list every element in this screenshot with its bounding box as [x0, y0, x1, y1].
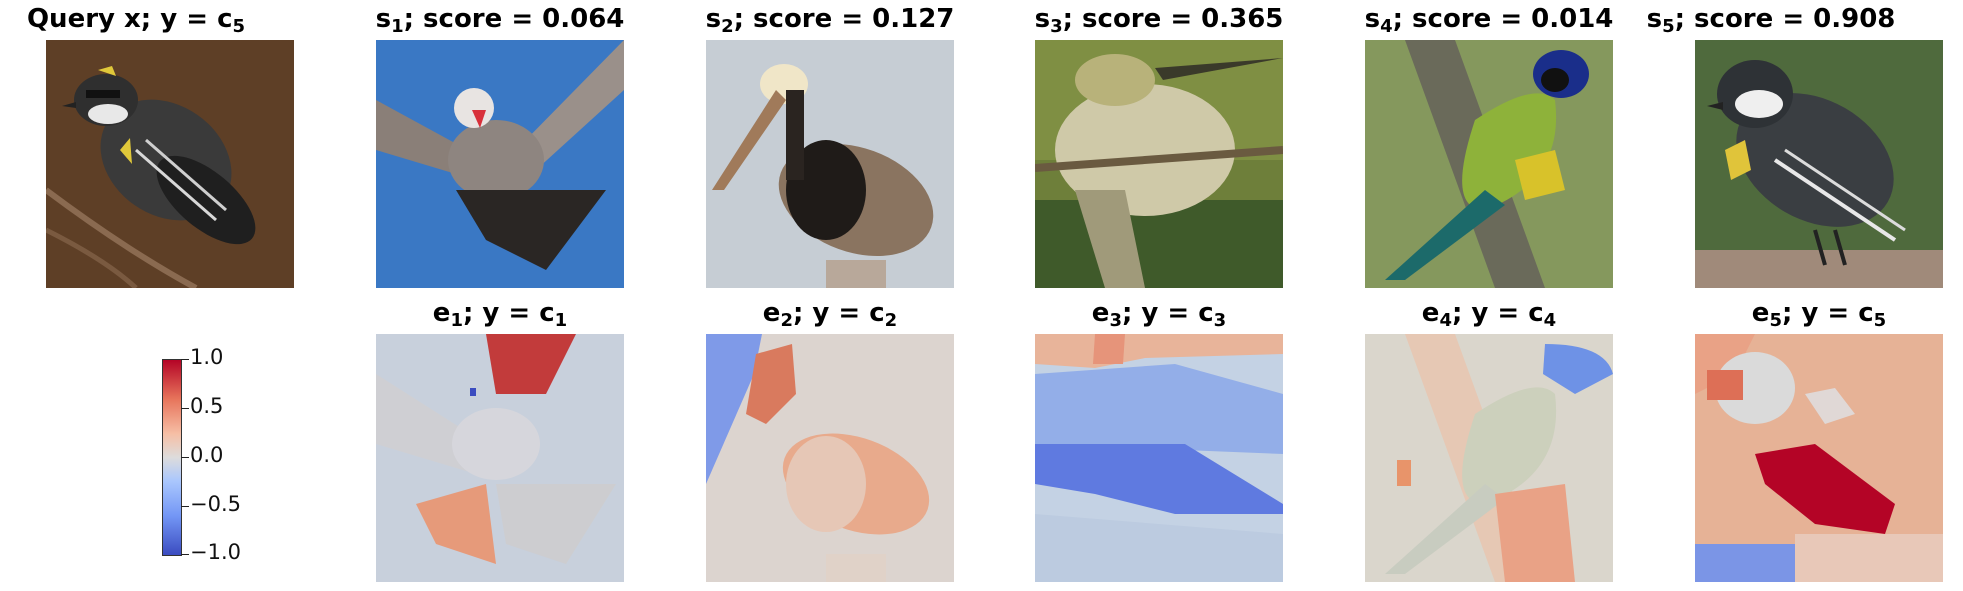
support-1-image [376, 40, 624, 288]
colorbar-tick [181, 457, 189, 458]
explanation-3-heatmap [1035, 334, 1283, 582]
explanation-3-title: e3; y = c3 [1091, 298, 1227, 331]
explanation-4-title: e4; y = c4 [1421, 298, 1557, 331]
explanation-5-heatmap [1695, 334, 1943, 582]
colorbar-tick [181, 408, 189, 409]
colorbar-tick [181, 506, 189, 507]
colorbar-tick-label: 0.5 [190, 394, 224, 418]
support-2-title: s2; score = 0.127 [705, 4, 955, 37]
support-4-title: s4; score = 0.014 [1364, 4, 1614, 37]
colorbar-tick-label: 0.0 [190, 443, 224, 467]
explanation-5-title: e5; y = c5 [1751, 298, 1887, 331]
colorbar-tick-label: −1.0 [190, 540, 241, 564]
support-1-title: s1; score = 0.064 [375, 4, 625, 37]
query-title: Query x; y = c5 [26, 4, 246, 37]
colorbar-tick-label: −0.5 [190, 492, 241, 516]
support-5-image [1695, 40, 1943, 288]
support-3-title: s3; score = 0.365 [1034, 4, 1284, 37]
support-2-image [706, 40, 954, 288]
support-5-title: s5; score = 0.908 [1646, 4, 1896, 37]
explanation-1-title: e1; y = c1 [432, 298, 568, 331]
support-4-image [1365, 40, 1613, 288]
support-3-image [1035, 40, 1283, 288]
explanation-2-heatmap [706, 334, 954, 582]
explanation-2-title: e2; y = c2 [762, 298, 898, 331]
colorbar-tick [181, 359, 189, 360]
explanation-1-heatmap [376, 334, 624, 582]
colorbar [162, 359, 182, 556]
colorbar-tick-label: 1.0 [190, 345, 224, 369]
explanation-4-heatmap [1365, 334, 1613, 582]
query-image [46, 40, 294, 288]
colorbar-tick [181, 554, 189, 555]
